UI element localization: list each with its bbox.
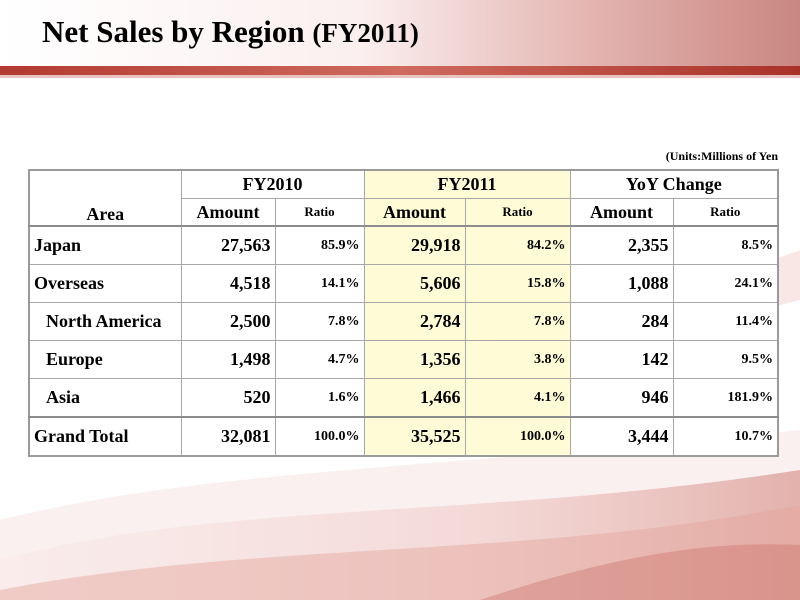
table-row: Asia 520 1.6% 1,466 4.1% 946 181.9% — [28, 378, 779, 418]
ratio-cell: 181.9% — [672, 378, 779, 418]
col-header-ratio: Ratio — [274, 198, 365, 227]
area-cell: Japan — [28, 225, 182, 265]
ratio-cell: 14.1% — [274, 264, 365, 303]
ratio-cell: 84.2% — [464, 225, 571, 265]
amount-cell: 3,444 — [569, 416, 674, 457]
title-main: Net Sales by Region — [42, 14, 313, 49]
ratio-cell: 24.1% — [672, 264, 779, 303]
area-cell: Europe — [28, 340, 182, 379]
area-cell: Asia — [28, 378, 182, 418]
amount-cell: 142 — [569, 340, 674, 379]
ratio-cell: 4.1% — [464, 378, 571, 418]
area-cell: Overseas — [28, 264, 182, 303]
col-header-ratio: Ratio — [672, 198, 779, 227]
ratio-cell: 1.6% — [274, 378, 365, 418]
ratio-cell: 10.7% — [672, 416, 779, 457]
group-header-yoy: YoY Change — [569, 169, 779, 199]
ratio-cell: 8.5% — [672, 225, 779, 265]
table-row: Overseas 4,518 14.1% 5,606 15.8% 1,088 2… — [28, 264, 779, 303]
amount-cell: 946 — [569, 378, 674, 418]
title-subtitle: (FY2011) — [312, 18, 419, 48]
ratio-cell: 100.0% — [464, 416, 571, 457]
table-row: Japan 27,563 85.9% 29,918 84.2% 2,355 8.… — [28, 225, 779, 265]
ratio-cell: 85.9% — [274, 225, 365, 265]
ratio-cell: 7.8% — [274, 302, 365, 341]
net-sales-table: Area FY2010 FY2011 YoY Change Amount Rat… — [28, 169, 780, 457]
units-note: (Units:Millions of Yen — [665, 149, 778, 163]
table-row: Europe 1,498 4.7% 1,356 3.8% 142 9.5% — [28, 340, 779, 379]
ratio-cell: 7.8% — [464, 302, 571, 341]
amount-cell: 32,081 — [180, 416, 276, 457]
group-header-fy2010: FY2010 — [180, 169, 365, 199]
amount-cell: 2,355 — [569, 225, 674, 265]
ratio-cell: 100.0% — [274, 416, 365, 457]
ratio-cell: 3.8% — [464, 340, 571, 379]
area-cell: Grand Total — [28, 416, 182, 457]
col-header-amount: Amount — [363, 198, 466, 227]
amount-cell: 520 — [180, 378, 276, 418]
area-header: Area — [28, 169, 182, 227]
amount-cell: 284 — [569, 302, 674, 341]
col-header-amount: Amount — [180, 198, 276, 227]
grand-total-row: Grand Total 32,081 100.0% 35,525 100.0% … — [28, 416, 779, 457]
group-header-fy2011: FY2011 — [363, 169, 571, 199]
amount-cell: 1,498 — [180, 340, 276, 379]
amount-cell: 2,500 — [180, 302, 276, 341]
amount-cell: 4,518 — [180, 264, 276, 303]
ratio-cell: 4.7% — [274, 340, 365, 379]
ratio-cell: 9.5% — [672, 340, 779, 379]
page-title: Net Sales by Region (FY2011) — [42, 14, 419, 50]
ratio-cell: 15.8% — [464, 264, 571, 303]
table-row: North America 2,500 7.8% 2,784 7.8% 284 … — [28, 302, 779, 341]
amount-cell: 1,356 — [363, 340, 466, 379]
amount-cell: 5,606 — [363, 264, 466, 303]
ratio-cell: 11.4% — [672, 302, 779, 341]
amount-cell: 2,784 — [363, 302, 466, 341]
col-header-amount: Amount — [569, 198, 674, 227]
amount-cell: 1,088 — [569, 264, 674, 303]
amount-cell: 27,563 — [180, 225, 276, 265]
area-cell: North America — [28, 302, 182, 341]
header-row-groups: Area FY2010 FY2011 YoY Change — [28, 169, 779, 227]
amount-cell: 29,918 — [363, 225, 466, 265]
amount-cell: 35,525 — [363, 416, 466, 457]
header-row-columns: Amount Ratio Amount Ratio Amount Ratio — [29, 198, 779, 227]
amount-cell: 1,466 — [363, 378, 466, 418]
col-header-ratio: Ratio — [464, 198, 571, 227]
